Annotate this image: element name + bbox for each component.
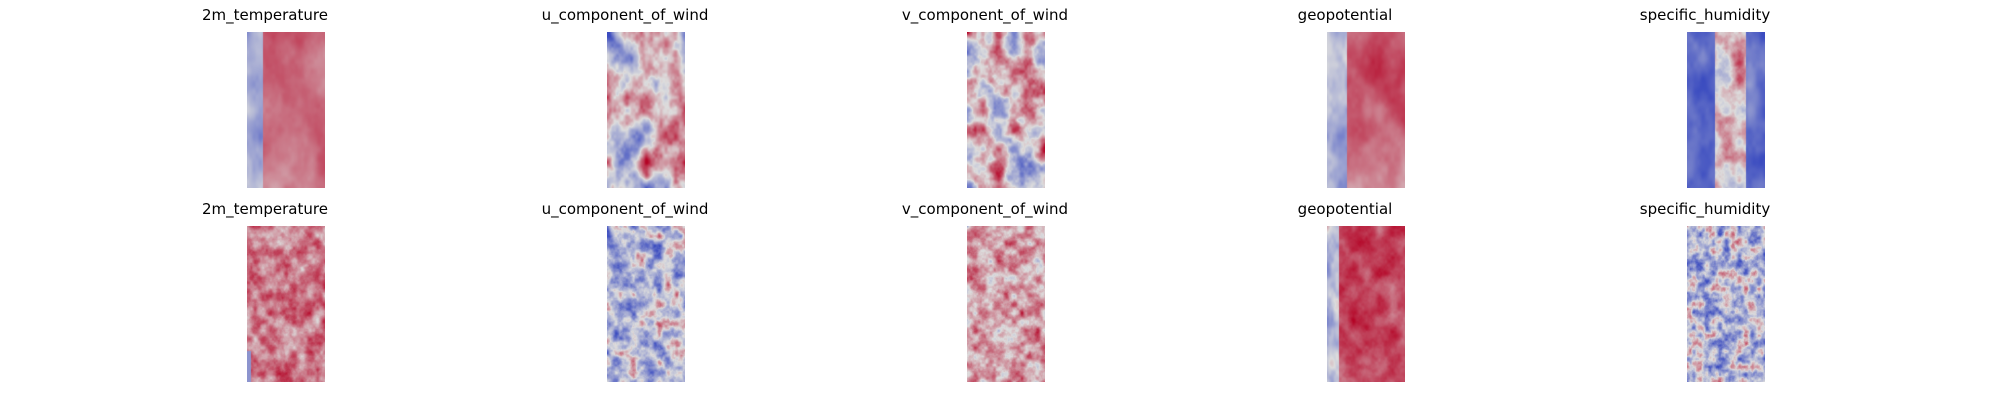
panel-title: 2m_temperature xyxy=(202,6,328,24)
panel-title: specific_humidity xyxy=(1639,6,1771,24)
heatmap-geopotential-row1 xyxy=(1327,32,1405,188)
panel-title: specific_humidity xyxy=(1639,200,1771,218)
heatmap-2m-temperature-row2 xyxy=(247,226,325,382)
heatmap-v-component-of-wind-row2 xyxy=(967,226,1045,382)
heatmap-2m-temperature-row1 xyxy=(247,32,325,188)
panel-title: u_component_of_wind xyxy=(541,200,709,218)
panel-title: u_component_of_wind xyxy=(541,6,709,24)
heatmap-u-component-of-wind-row1 xyxy=(607,32,685,188)
heatmap-geopotential-row2 xyxy=(1327,226,1405,382)
heatmap-specific-humidity-row1 xyxy=(1687,32,1765,188)
panel-title: geopotential xyxy=(1297,6,1393,24)
panel-title: v_component_of_wind xyxy=(901,200,1069,218)
panel-title: 2m_temperature xyxy=(202,200,328,218)
panel-title: geopotential xyxy=(1297,200,1393,218)
heatmap-v-component-of-wind-row1 xyxy=(967,32,1045,188)
panel-title: v_component_of_wind xyxy=(901,6,1069,24)
heatmap-u-component-of-wind-row2 xyxy=(607,226,685,382)
heatmap-specific-humidity-row2 xyxy=(1687,226,1765,382)
